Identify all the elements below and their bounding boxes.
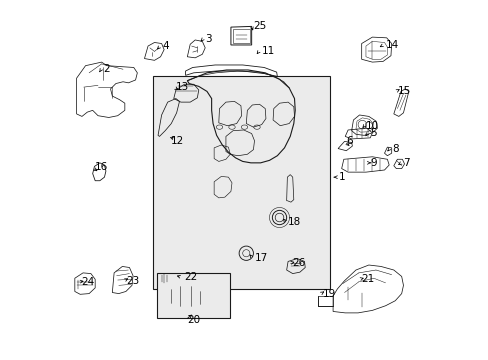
Text: 18: 18	[287, 217, 301, 227]
Text: 16: 16	[94, 162, 107, 172]
Text: 24: 24	[81, 277, 94, 287]
Text: 1: 1	[339, 172, 345, 182]
Text: 13: 13	[176, 82, 189, 92]
Text: 8: 8	[391, 144, 398, 154]
Text: 14: 14	[385, 40, 398, 50]
Text: 6: 6	[346, 136, 352, 147]
Text: 23: 23	[125, 276, 139, 286]
Text: 22: 22	[183, 272, 197, 282]
Text: 4: 4	[162, 41, 169, 51]
Text: 5: 5	[369, 128, 376, 138]
Text: 25: 25	[253, 21, 266, 31]
Bar	[157, 273, 230, 318]
Text: 3: 3	[205, 34, 211, 44]
Text: 12: 12	[171, 136, 184, 146]
Text: 15: 15	[397, 86, 410, 96]
Text: 2: 2	[103, 64, 110, 74]
Text: 17: 17	[254, 253, 267, 263]
Text: 20: 20	[187, 315, 200, 325]
Text: 7: 7	[403, 158, 409, 168]
Text: 26: 26	[292, 258, 305, 268]
Text: 19: 19	[323, 289, 336, 298]
Text: 10: 10	[365, 121, 378, 131]
Text: 9: 9	[369, 158, 376, 168]
Text: 11: 11	[261, 46, 274, 56]
Bar	[153, 76, 329, 289]
Text: 21: 21	[361, 274, 374, 284]
